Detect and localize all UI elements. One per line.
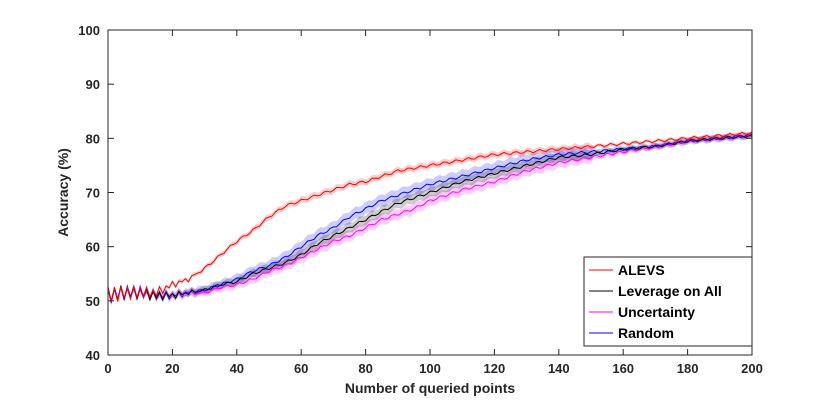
x-tick-label: 80 — [358, 361, 372, 376]
x-tick-label: 60 — [294, 361, 308, 376]
series-lines — [107, 131, 753, 304]
y-tick-label: 80 — [86, 131, 100, 146]
y-tick-label: 60 — [86, 240, 100, 255]
x-tick-label: 20 — [165, 361, 179, 376]
confidence-band-random — [108, 131, 752, 306]
legend-label-random: Random — [618, 325, 674, 341]
legend-label-leverage-on-all: Leverage on All — [618, 283, 722, 299]
x-tick-label: 40 — [230, 361, 244, 376]
x-tick-label: 200 — [741, 361, 763, 376]
legend-label-alevs: ALEVS — [618, 262, 665, 278]
x-ticks: 0 20 40 60 80 100 120 140 160 180 200 — [104, 30, 763, 376]
x-tick-label: 0 — [104, 361, 111, 376]
y-tick-label: 90 — [86, 77, 100, 92]
legend-box — [583, 256, 753, 347]
y-ticks: 40 50 60 70 80 90 100 — [78, 23, 752, 363]
legend-label-uncertainty: Uncertainty — [618, 304, 695, 320]
x-tick-label: 120 — [484, 361, 506, 376]
y-tick-label: 40 — [86, 348, 100, 363]
series-line-alevs — [107, 131, 753, 303]
y-tick-label: 70 — [86, 186, 100, 201]
y-tick-label: 100 — [78, 23, 100, 38]
y-axis-label: Accuracy (%) — [55, 148, 71, 237]
x-tick-label: 140 — [548, 361, 570, 376]
series-line-uncertainty — [107, 134, 753, 303]
x-axis-label: Number of queried points — [345, 380, 516, 396]
legend: ALEVS Leverage on All Uncertainty Random — [583, 256, 753, 347]
series-line-leverage-on-all — [107, 133, 753, 302]
x-tick-label: 160 — [612, 361, 634, 376]
x-tick-label: 180 — [677, 361, 699, 376]
y-tick-label: 50 — [86, 294, 100, 309]
x-tick-label: 100 — [419, 361, 441, 376]
